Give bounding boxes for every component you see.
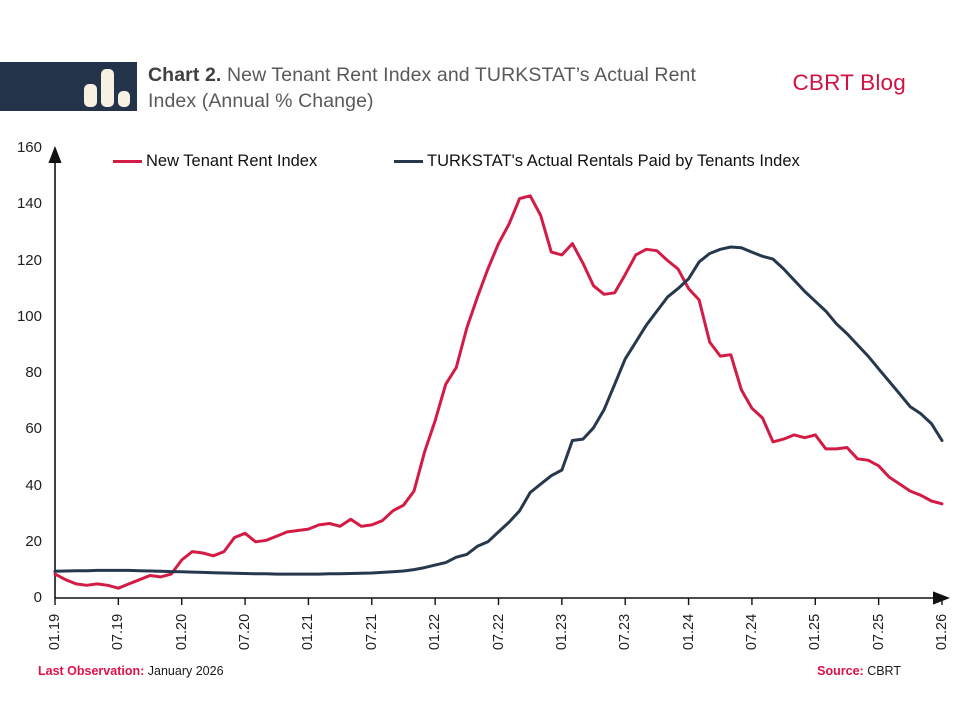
new-tenant-rent-index-line — [53, 194, 944, 590]
chart-title-line2: Index (Annual % Change) — [148, 90, 374, 112]
x-tick-label: 07.25 — [870, 613, 887, 651]
bar-chart-icon-bar — [84, 84, 97, 107]
x-tick-label: 07.23 — [617, 613, 634, 651]
chart-number-label: Chart 2. — [148, 64, 222, 86]
x-tick-label: 07.20 — [237, 613, 254, 651]
legend-item-turkstat: TURKSTAT's Actual Rentals Paid by Tenant… — [394, 150, 800, 172]
y-axis — [48, 146, 62, 598]
bar-chart-icon-bar — [118, 91, 130, 107]
turkstat-actual-rentals-line — [53, 245, 944, 576]
x-tick-label: 07.22 — [490, 613, 507, 651]
y-tick-label: 40 — [25, 476, 42, 494]
series-lines — [53, 194, 944, 590]
x-tick-label: 01.20 — [173, 613, 190, 651]
x-tick-label: 01.24 — [680, 613, 697, 651]
x-axis-ticks — [54, 598, 943, 605]
x-tick-label: 07.19 — [110, 613, 127, 651]
bar-chart-icon-bar — [101, 69, 114, 107]
x-tick-label: 01.26 — [934, 613, 950, 651]
y-tick-label: 60 — [25, 420, 42, 438]
x-tick-label: 01.25 — [807, 613, 824, 651]
x-tick-label: 07.24 — [743, 613, 760, 651]
last-observation-value: January 2026 — [147, 664, 224, 678]
x-tick-label: 01.23 — [553, 613, 570, 651]
y-tick-label: 20 — [25, 532, 42, 550]
header-logo-box — [0, 62, 137, 111]
y-tick-label: 120 — [16, 251, 42, 269]
x-tick-label: 01.21 — [300, 613, 317, 651]
x-tick-label: 07.21 — [363, 613, 380, 651]
last-observation-label: Last Observation: — [38, 664, 145, 678]
legend-label-turkstat: TURKSTAT's Actual Rentals Paid by Tenant… — [427, 151, 800, 170]
x-tick-label: 01.19 — [47, 613, 63, 651]
legend-swatch-new-tenant — [113, 159, 142, 163]
source-note: Source: CBRT — [817, 664, 901, 678]
chart-title: Chart 2. New Tenant Rent Index and TURKS… — [148, 62, 808, 114]
x-tick-label: 01.22 — [427, 613, 444, 651]
bar-chart-icon — [84, 69, 130, 107]
y-axis-arrow-icon — [48, 146, 62, 163]
legend-item-new-tenant: New Tenant Rent Index — [113, 150, 317, 172]
chart-title-line1: Chart 2. New Tenant Rent Index and TURKS… — [148, 64, 697, 86]
y-tick-label: 100 — [16, 307, 42, 325]
legend-label-new-tenant: New Tenant Rent Index — [146, 151, 318, 170]
cbrt-blog-label: CBRT Blog — [792, 70, 906, 95]
x-axis — [54, 591, 950, 605]
legend-swatch-turkstat — [394, 159, 423, 163]
y-tick-label: 0 — [33, 589, 42, 606]
last-observation-note: Last Observation: January 2026 — [38, 664, 224, 678]
y-tick-label: 140 — [16, 195, 42, 213]
y-tick-label: 80 — [25, 364, 42, 381]
source-value: CBRT — [867, 664, 901, 678]
y-tick-label: 160 — [16, 139, 42, 156]
source-label: Source: — [817, 664, 864, 678]
